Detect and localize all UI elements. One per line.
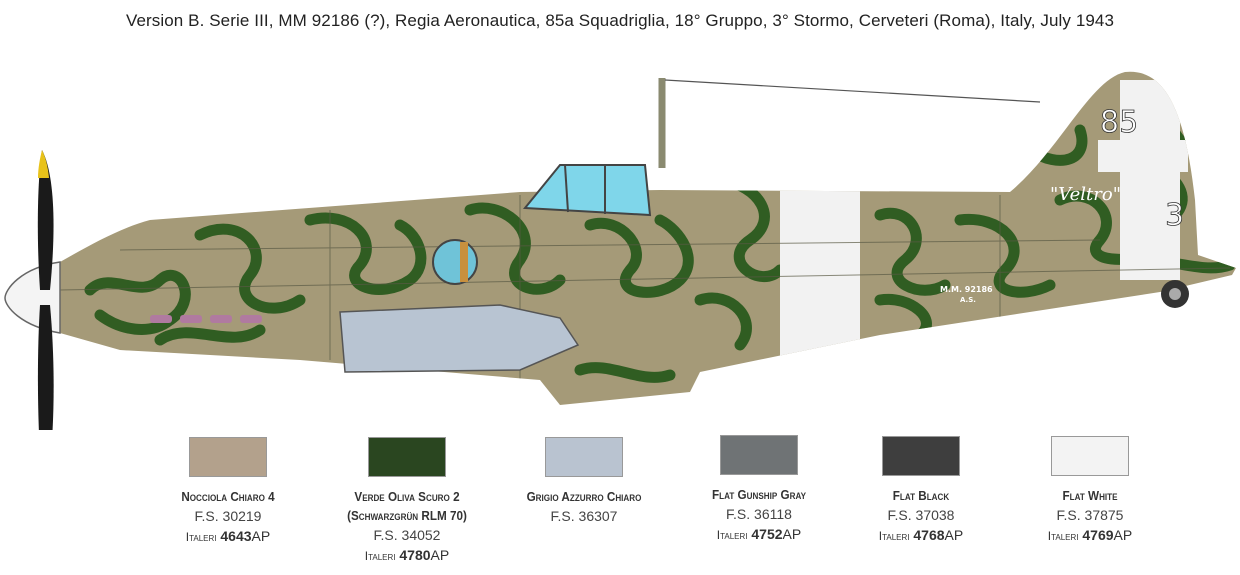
swatch-grigio-azzurro-chiaro: Grigio Azzurro Chiaro F.S. 36307 — [499, 437, 669, 526]
canopy — [522, 164, 652, 217]
fuselage-window — [432, 239, 478, 285]
profile-caption: Version B. Serie III, MM 92186 (?), Regi… — [125, 11, 1115, 30]
color-name: Nocciola Chiaro 4 — [181, 489, 275, 504]
fs-code: F.S. 36307 — [550, 508, 618, 524]
color-chip — [368, 437, 446, 477]
white-fuselage-band — [780, 180, 860, 360]
color-name: Flat White — [1062, 488, 1118, 503]
swatch-flat-white: Flat White F.S. 37875 Italeri 4769AP — [1005, 436, 1175, 546]
color-name: Grigio Azzurro Chiaro — [526, 489, 642, 504]
color-chip — [1051, 436, 1129, 476]
fs-code: F.S. 36118 — [726, 506, 792, 522]
propeller-blade-bottom — [37, 305, 54, 430]
aircraft-name: "Veltro" — [1050, 184, 1121, 205]
color-name-alt: (Schwarzgrün RLM 70) — [347, 508, 467, 523]
color-name: Flat Gunship Gray — [712, 487, 806, 502]
fs-code: F.S. 37038 — [887, 507, 955, 523]
color-name: Verde Oliva Scuro 2 — [354, 489, 460, 504]
color-chip — [720, 435, 798, 475]
tail-cross-horizontal — [1098, 140, 1188, 172]
spinner — [4, 261, 61, 334]
squadron-number: 85 — [1100, 105, 1138, 140]
fs-code: F.S. 34052 — [373, 527, 441, 543]
italeri-code: Italeri 4643AP — [185, 528, 271, 544]
italeri-code: Italeri 4780AP — [364, 547, 450, 563]
fs-code: F.S. 30219 — [194, 508, 262, 524]
wing — [339, 304, 580, 373]
propeller-blade-top — [37, 150, 54, 290]
aircraft-profile-illustration: 85 3 "Veltro" M.M. 92186 A.S. — [4, 71, 1236, 430]
italeri-code: Italeri 4769AP — [1047, 527, 1133, 543]
color-chip — [545, 437, 623, 477]
color-chip — [882, 436, 960, 476]
serial-sub-marking: A.S. — [960, 296, 976, 304]
swatch-verde-oliva-scuro: Verde Oliva Scuro 2 (Schwarzgrün RLM 70)… — [322, 437, 492, 566]
antenna-wire — [664, 79, 1041, 103]
italeri-code: Italeri 4752AP — [716, 526, 802, 542]
fs-code: F.S. 37875 — [1056, 507, 1124, 523]
swatch-flat-gunship-gray: Flat Gunship Gray F.S. 36118 Italeri 475… — [674, 435, 844, 545]
swatch-nocciola-chiaro: Nocciola Chiaro 4 F.S. 30219 Italeri 464… — [143, 437, 313, 547]
tail-cross-vertical — [1120, 80, 1180, 280]
wing-guns — [150, 315, 262, 323]
color-chip — [189, 437, 267, 477]
serial-marking: M.M. 92186 — [940, 285, 993, 294]
swatch-flat-black: Flat Black F.S. 37038 Italeri 4768AP — [836, 436, 1006, 546]
color-name: Flat Black — [892, 488, 950, 503]
aircraft-number: 3 — [1165, 198, 1184, 233]
italeri-code: Italeri 4768AP — [878, 527, 964, 543]
